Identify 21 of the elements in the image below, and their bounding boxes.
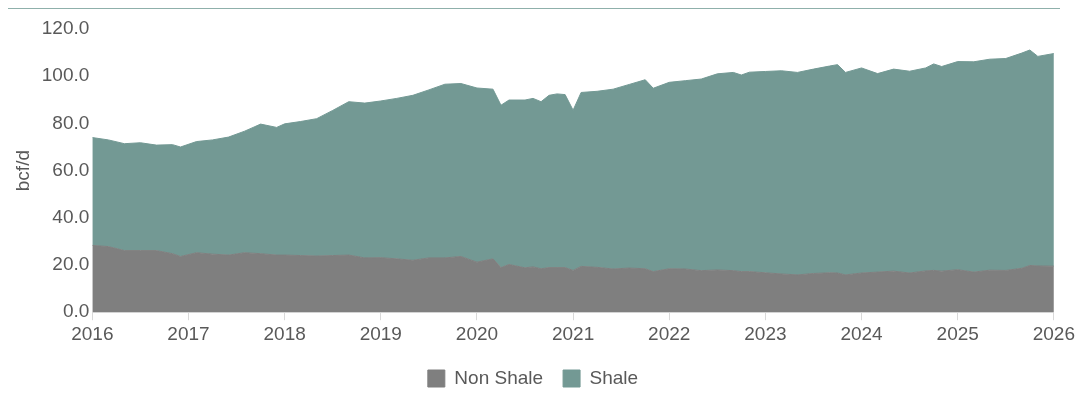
y-tick-label: 100.0	[41, 64, 90, 86]
y-axis-title: bcf/d	[11, 150, 33, 192]
y-tick-label: 80.0	[52, 111, 90, 133]
x-tick-label: 2019	[359, 322, 402, 344]
x-tick-label: 2016	[71, 322, 114, 344]
x-tick-label: 2026	[1032, 322, 1076, 344]
y-tick-label: 120.0	[41, 17, 90, 39]
x-tick-label: 2025	[936, 322, 979, 344]
x-tick-label: 2020	[455, 322, 499, 344]
x-tick-label: 2017	[167, 322, 210, 344]
y-tick-label: 20.0	[52, 253, 90, 275]
x-tick-label: 2024	[840, 322, 884, 344]
y-tick-label: 40.0	[52, 206, 90, 228]
y-tick-label: 0.0	[62, 300, 90, 322]
legend-label: Non Shale	[454, 366, 544, 388]
x-tick-label: 2023	[744, 322, 787, 344]
legend-label: Shale	[589, 366, 639, 388]
x-tick-label: 2022	[648, 322, 691, 344]
x-tick-label: 2021	[551, 322, 595, 344]
y-tick-label: 60.0	[52, 158, 90, 180]
x-tick-label: 2018	[263, 322, 306, 344]
